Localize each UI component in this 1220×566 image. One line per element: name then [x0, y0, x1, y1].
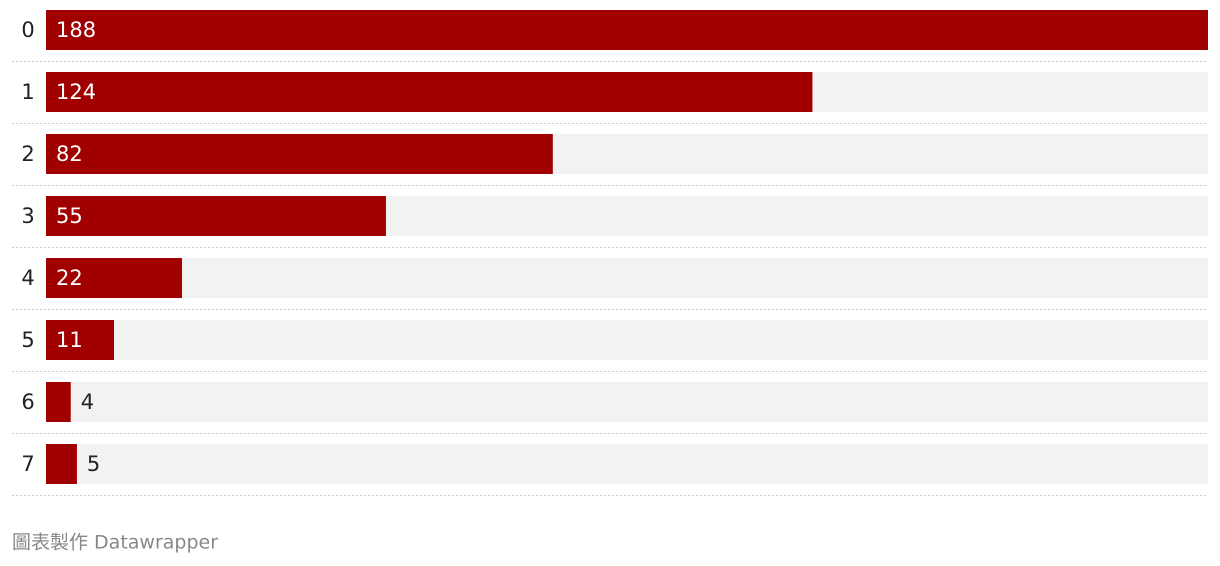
value-label: 11 [56, 328, 83, 352]
category-label: 4 [21, 266, 34, 290]
bar [46, 72, 813, 112]
category-label: 2 [21, 142, 34, 166]
bar [46, 382, 71, 422]
category-label: 5 [21, 328, 34, 352]
value-label: 82 [56, 142, 83, 166]
bar [46, 196, 386, 236]
value-label: 4 [81, 390, 94, 414]
category-label: 0 [21, 18, 34, 42]
bar [46, 134, 553, 174]
category-label: 1 [21, 80, 34, 104]
bar [46, 258, 182, 298]
category-label: 7 [21, 452, 34, 476]
category-label: 3 [21, 204, 34, 228]
bar [46, 444, 77, 484]
bar-track [46, 382, 1208, 422]
bar-track [46, 258, 1208, 298]
bar [46, 320, 114, 360]
value-label: 55 [56, 204, 83, 228]
value-label: 188 [56, 18, 96, 42]
bar [46, 10, 1208, 50]
value-label: 22 [56, 266, 83, 290]
bar-track [46, 444, 1208, 484]
category-label: 6 [21, 390, 34, 414]
value-label: 5 [87, 452, 100, 476]
value-label: 124 [56, 80, 96, 104]
bar-track [46, 320, 1208, 360]
credit: 圖表製作 Datawrapper [12, 532, 218, 554]
